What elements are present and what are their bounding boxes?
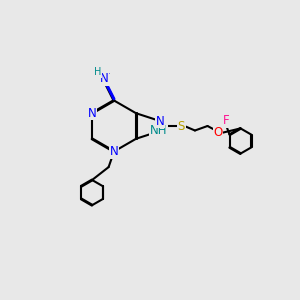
Text: H: H (94, 67, 101, 77)
Text: N: N (99, 71, 108, 85)
Text: N: N (88, 107, 96, 120)
Text: NH: NH (150, 124, 168, 137)
Text: H: H (94, 68, 102, 79)
Text: O: O (213, 125, 223, 139)
Text: S: S (178, 119, 185, 133)
Text: F: F (223, 114, 229, 127)
Text: N: N (156, 115, 165, 128)
Text: N: N (100, 72, 109, 86)
Text: N: N (110, 145, 118, 158)
Text: imp: imp (108, 73, 111, 74)
